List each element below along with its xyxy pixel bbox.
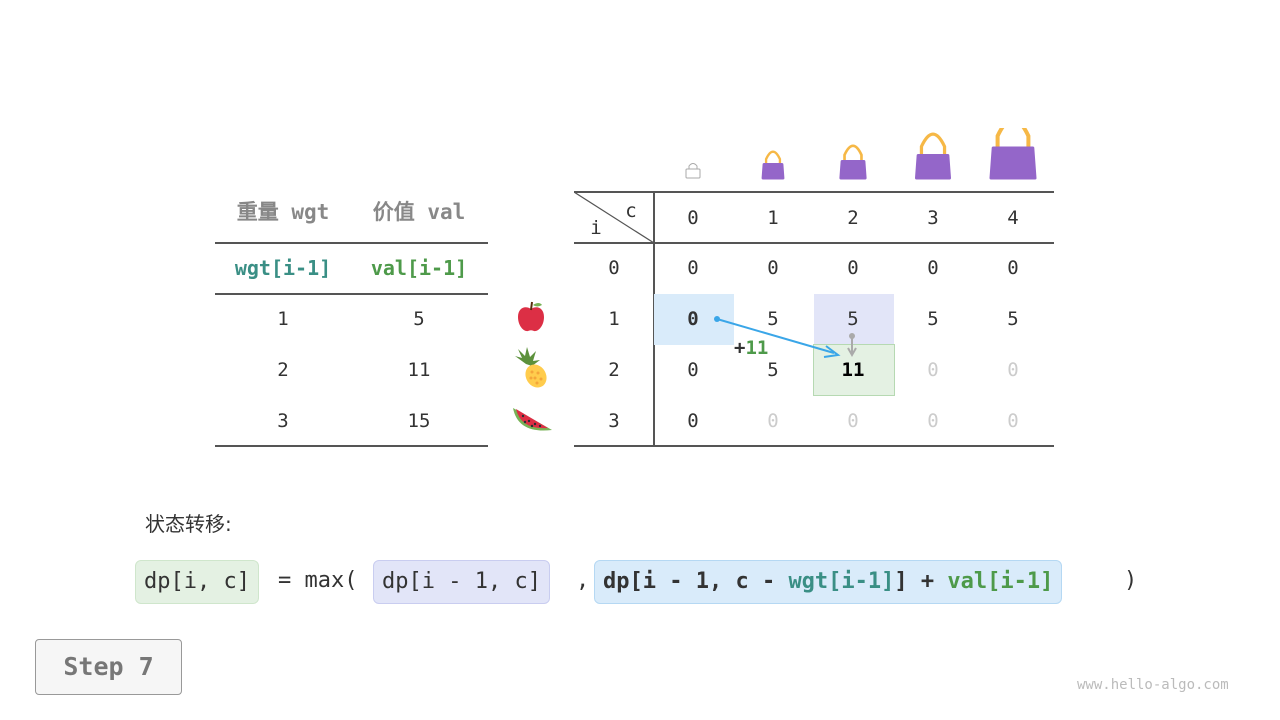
col-header: 3 [927, 207, 939, 229]
dp-cell: 0 [1007, 359, 1019, 381]
dp-cell: 11 [841, 359, 865, 381]
formula-option-2-part: dp[i - 1, c - [603, 569, 789, 594]
divider [215, 293, 488, 295]
row-header: 3 [608, 410, 620, 432]
dp-cell: 0 [927, 257, 939, 279]
row-header: 0 [608, 257, 620, 279]
dp-cell: 0 [1007, 257, 1019, 279]
divider [215, 445, 488, 447]
bag-icon-1 [761, 150, 785, 180]
dp-cell: 0 [1007, 410, 1019, 432]
transition-arrowhead [823, 345, 841, 358]
dp-cell: 5 [1007, 308, 1019, 330]
divider [574, 191, 1054, 193]
dp-cell: 0 [927, 410, 939, 432]
header-weight: 重量 wgt [236, 200, 330, 224]
col-header: 2 [847, 207, 859, 229]
dp-cell: 5 [927, 308, 939, 330]
dp-cell: 0 [767, 410, 779, 432]
dp-cell: 0 [927, 359, 939, 381]
col-header: 1 [767, 207, 779, 229]
empty-bag-icon [685, 163, 701, 179]
formula-option-2: dp[i - 1, c - wgt[i-1]] + val[i-1] [594, 560, 1063, 604]
value-cell: 15 [407, 410, 431, 432]
weight-cell: 3 [277, 410, 289, 432]
dp-cell: 5 [767, 308, 779, 330]
pineapple-icon [515, 347, 547, 388]
formula-wgt: wgt[i-1] [788, 569, 895, 594]
subheader-wgt: wgt[i-1] [234, 256, 332, 280]
formula-option-2-part: ] + [894, 569, 948, 594]
divider [653, 192, 655, 446]
corner-c-label: c [625, 200, 637, 222]
dp-cell: 5 [767, 359, 779, 381]
dp-cell: 0 [847, 410, 859, 432]
header-value: 价值 val [372, 200, 466, 224]
subheader-val: val[i-1] [370, 256, 468, 280]
apple-icon [518, 301, 544, 332]
dp-cell: 0 [687, 359, 699, 381]
formula-close: ) [1124, 568, 1138, 593]
weight-cell: 1 [277, 308, 289, 330]
formula-val: val[i-1] [947, 569, 1054, 594]
bag-icon-2 [839, 144, 867, 180]
bag-icon-4 [989, 128, 1037, 180]
col-header: 0 [687, 207, 699, 229]
watermelon-icon [513, 408, 552, 431]
divider [215, 242, 488, 244]
bag-icon-3 [915, 132, 951, 180]
row-header: 2 [608, 359, 620, 381]
value-cell: 5 [413, 308, 425, 330]
dp-cell: 5 [847, 308, 859, 330]
dp-cell: 0 [847, 257, 859, 279]
dp-cell: 0 [767, 257, 779, 279]
divider [574, 445, 1054, 447]
gain-label: +11 [734, 337, 769, 359]
formula-eq: = max( [278, 568, 358, 593]
value-cell: 11 [407, 359, 431, 381]
watermark: www.hello-algo.com [1077, 677, 1229, 693]
formula-lhs: dp[i, c] [135, 560, 259, 604]
formula-label: 状态转移: [145, 512, 232, 536]
formula-comma: , [576, 568, 590, 593]
formula-option-1: dp[i - 1, c] [373, 560, 550, 604]
row-header: 1 [608, 308, 620, 330]
divider [574, 242, 1054, 244]
transition-arrow [716, 318, 835, 354]
bag-row [685, 128, 1037, 180]
corner-i-label: i [590, 217, 602, 239]
corner-diagonal [574, 192, 654, 243]
weight-cell: 2 [277, 359, 289, 381]
dp-cell: 0 [687, 257, 699, 279]
dp-cell: 0 [687, 308, 699, 330]
dp-cell: 0 [687, 410, 699, 432]
step-button[interactable]: Step 7 [35, 639, 182, 695]
col-header: 4 [1007, 207, 1019, 229]
